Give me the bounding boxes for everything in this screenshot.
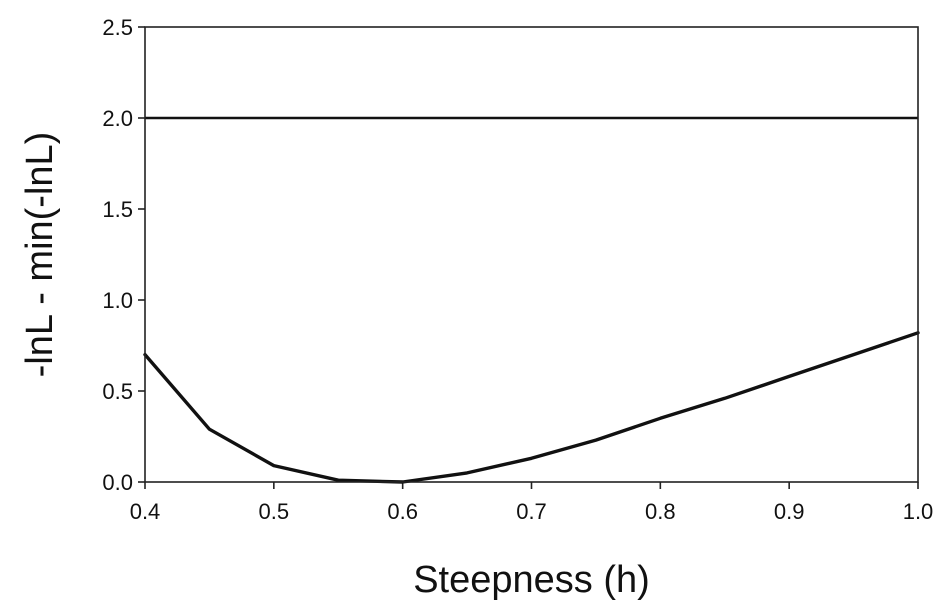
x-tick-label: 0.7 bbox=[516, 499, 547, 524]
y-axis-ticks: 0.0 0.5 1.0 1.5 2.0 2.5 bbox=[102, 15, 145, 495]
y-tick-label: 2.5 bbox=[102, 15, 133, 40]
x-tick-label: 0.9 bbox=[774, 499, 805, 524]
y-axis-title: -lnL - min(-lnL) bbox=[19, 132, 61, 378]
series-line-likelihood bbox=[145, 333, 918, 482]
x-tick-label: 0.4 bbox=[130, 499, 161, 524]
y-tick-label: 1.0 bbox=[102, 288, 133, 313]
series-layer bbox=[145, 118, 918, 482]
x-tick-label: 0.5 bbox=[259, 499, 290, 524]
y-tick-label: 1.5 bbox=[102, 197, 133, 222]
x-axis-title: Steepness (h) bbox=[413, 559, 650, 601]
y-tick-label: 0.0 bbox=[102, 470, 133, 495]
y-tick-label: 2.0 bbox=[102, 106, 133, 131]
y-tick-label: 0.5 bbox=[102, 379, 133, 404]
x-tick-label: 0.6 bbox=[387, 499, 418, 524]
plot-frame bbox=[145, 27, 918, 482]
x-tick-label: 0.8 bbox=[645, 499, 676, 524]
x-axis-ticks: 0.4 0.5 0.6 0.7 0.8 0.9 1.0 bbox=[130, 482, 934, 524]
x-tick-label: 1.0 bbox=[903, 499, 934, 524]
